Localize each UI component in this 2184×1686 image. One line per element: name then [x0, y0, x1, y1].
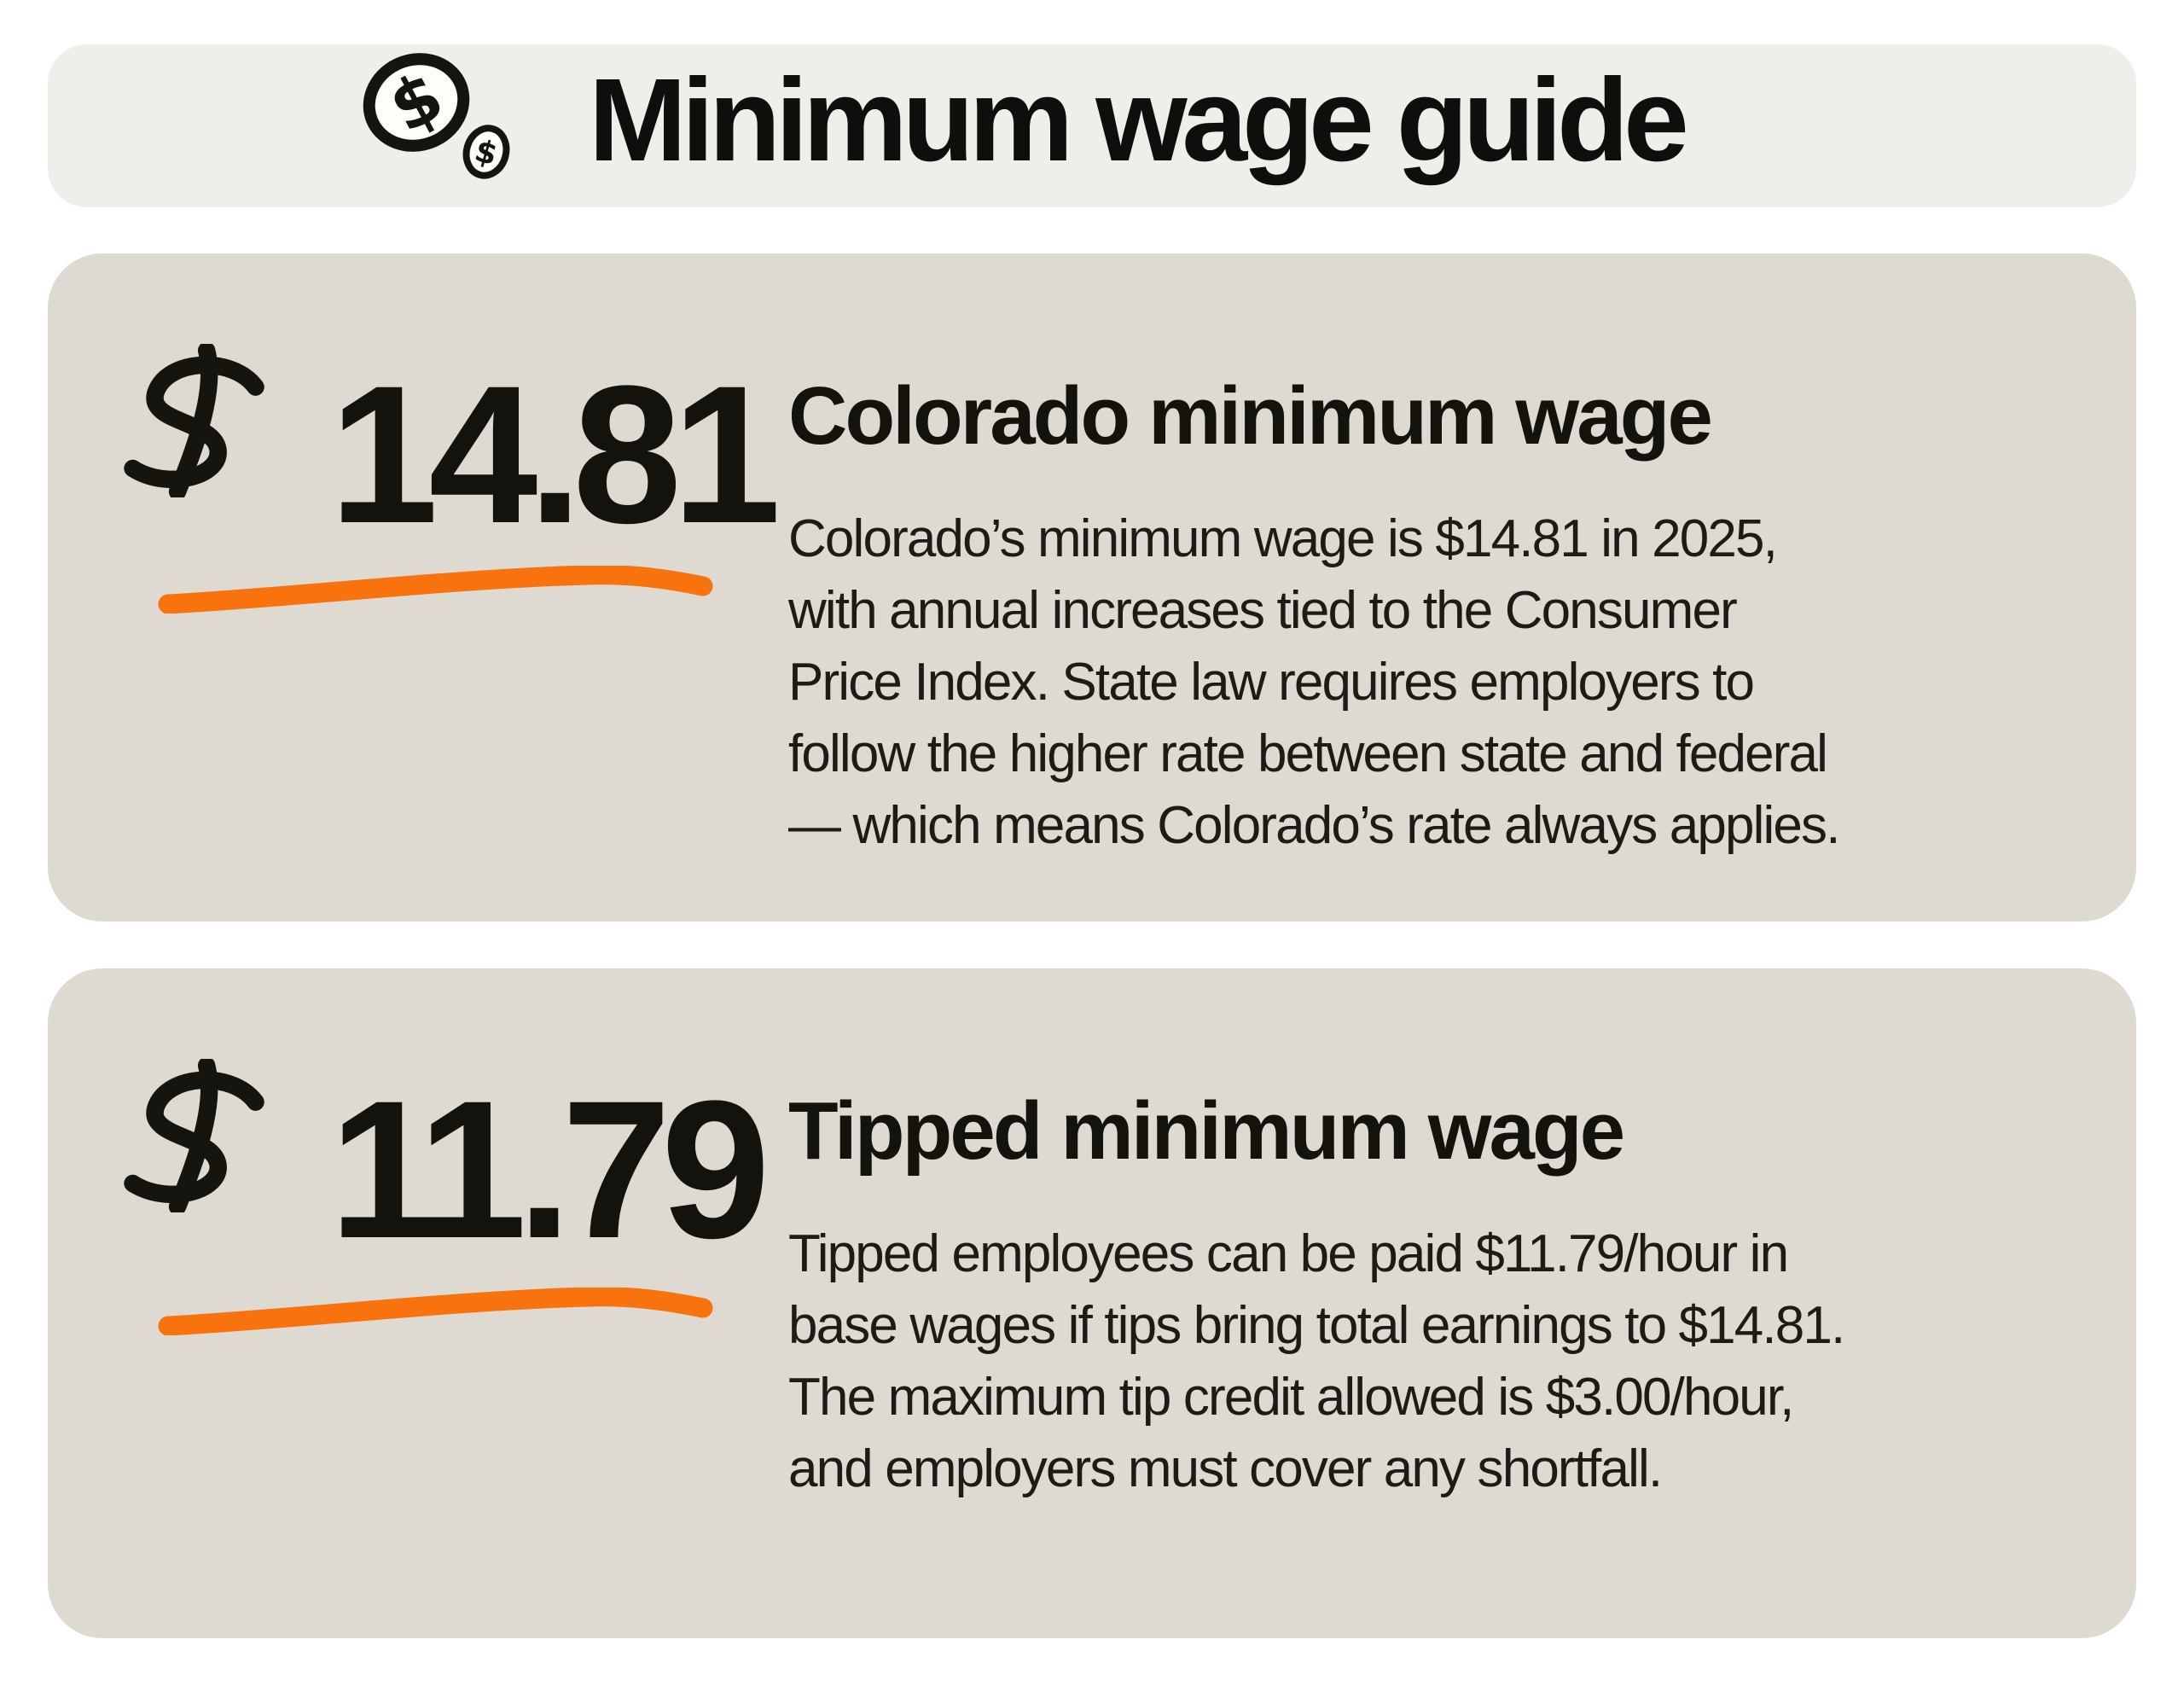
- card-text-column: Colorado minimum wage Colorado’s minimum…: [788, 375, 2085, 862]
- card-tipped-minimum-wage: $ 11.79 Tipped minimum wage Tipped emplo…: [48, 968, 2136, 1638]
- body-line: and employers must cover any shortfall.: [788, 1439, 1663, 1498]
- dollar-coins-icon: $ $: [357, 32, 519, 179]
- card-body: Colorado’s minimum wage is $14.81 in 202…: [788, 503, 2085, 862]
- orange-underline-stroke: [157, 1288, 713, 1335]
- body-line: Price Index. State law requires employer…: [788, 653, 1755, 712]
- page-header: $ $ Minimum wage guide: [48, 44, 2136, 207]
- body-line: Tipped employees can be paid $11.79/hour…: [788, 1224, 1789, 1283]
- wage-amount-value: 11.79: [329, 1060, 770, 1279]
- body-line: — which means Colorado’s rate always app…: [788, 796, 1840, 855]
- card-colorado-minimum-wage: $ 14.81 Colorado minimum wage Colorado’s…: [48, 253, 2136, 921]
- hand-drawn-dollar-icon: [97, 344, 293, 497]
- body-line: The maximum tip credit allowed is $3.00/…: [788, 1368, 1794, 1427]
- body-line: base wages if tips bring total earnings …: [788, 1296, 1845, 1355]
- card-text-column: Tipped minimum wage Tipped employees can…: [788, 1090, 2085, 1505]
- orange-underline-stroke: [157, 566, 713, 613]
- card-heading: Colorado minimum wage: [788, 370, 1713, 462]
- card-body: Tipped employees can be paid $11.79/hour…: [788, 1218, 2085, 1505]
- page-title: Minimum wage guide: [589, 55, 1689, 186]
- body-line: follow the higher rate between state and…: [788, 724, 1828, 783]
- wage-amount-colorado: $ 14.81: [97, 344, 781, 564]
- wage-amount-tipped: $ 11.79: [97, 1059, 770, 1279]
- wage-amount-value: 14.81: [329, 345, 781, 564]
- hand-drawn-dollar-icon: [97, 1059, 293, 1212]
- body-line: Colorado’s minimum wage is $14.81 in 202…: [788, 509, 1778, 568]
- body-line: with annual increases tied to the Consum…: [788, 581, 1738, 640]
- card-heading: Tipped minimum wage: [788, 1085, 1625, 1177]
